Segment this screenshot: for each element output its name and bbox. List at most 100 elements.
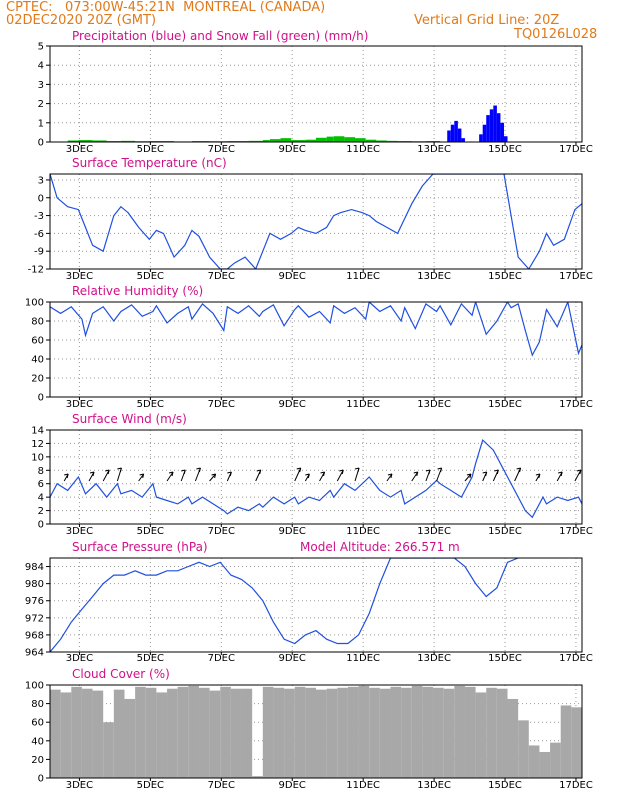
x-tick-label: 17DEC: [559, 526, 593, 537]
bar: [113, 689, 125, 778]
x-tick-label: 9DEC: [279, 271, 306, 282]
bar: [333, 136, 345, 142]
panel-data-5: [50, 685, 582, 778]
panel-frame: [49, 45, 583, 143]
bar: [92, 690, 104, 778]
x-tick-label: 11DEC: [346, 399, 380, 410]
bar: [550, 742, 561, 778]
bar: [493, 105, 497, 142]
header-coords: 073:00W-45:21N: [64, 0, 175, 15]
y-tick-label: 968: [25, 630, 44, 641]
wind-arrow: [116, 467, 122, 482]
bar: [305, 139, 316, 142]
x-tick-label: 15DEC: [488, 780, 522, 791]
bar: [273, 687, 285, 778]
y-tick-label: 20: [31, 374, 44, 385]
x-tick-label: 3DEC: [66, 780, 93, 791]
x-tick-label: 7DEC: [208, 780, 235, 791]
bar: [156, 692, 168, 778]
bar: [518, 720, 529, 778]
panel-frame: [49, 557, 583, 653]
x-tick-label: 9DEC: [279, 653, 306, 664]
y-tick-label: 980: [25, 579, 44, 590]
wind-arrow: [464, 473, 472, 482]
bar: [496, 688, 508, 778]
bar: [71, 686, 82, 778]
wind-arrow: [514, 467, 522, 482]
y-tick-label: 5: [38, 42, 44, 53]
series-line-0: [50, 302, 582, 357]
bar: [291, 140, 306, 142]
x-tick-label: 5DEC: [137, 780, 164, 791]
y-tick-label: 2: [38, 506, 44, 517]
bar: [316, 689, 327, 778]
bar: [479, 134, 483, 142]
x-tick-label: 9DEC: [279, 399, 306, 410]
bar: [188, 685, 199, 778]
panel-frame: [49, 173, 583, 270]
y-tick-label: 0: [38, 774, 44, 785]
bar: [365, 139, 377, 142]
bar: [376, 140, 387, 142]
x-tick-label: 15DEC: [488, 399, 522, 410]
x-tick-label: 17DEC: [559, 399, 593, 410]
bar: [369, 687, 380, 778]
y-tick-label: 40: [31, 355, 44, 366]
series-line-0: [50, 438, 582, 519]
bar: [241, 688, 253, 778]
x-tick-label: 13DEC: [417, 780, 451, 791]
wind-arrow: [304, 473, 310, 482]
y-tick-label: 20: [31, 755, 44, 766]
bar: [209, 690, 221, 778]
panel-0: 0 1 2 3 4 5 3DEC 5DEC 7DEC 9DEC 11DEC 13DEC 15DEC 17D…: [38, 42, 593, 156]
y-tick-label: 3: [38, 175, 44, 186]
bar: [337, 687, 348, 778]
bar: [220, 686, 231, 778]
panel-5: 0 20 40 60 80 100 3DEC 5DEC 7DEC 9DEC 11DEC 13DEC 15…: [25, 681, 593, 792]
x-tick-label: 3DEC: [66, 526, 93, 537]
bar: [411, 685, 423, 778]
wind-arrow: [411, 471, 419, 482]
x-tick-label: 3DEC: [66, 653, 93, 664]
bar: [248, 140, 263, 142]
bar: [145, 687, 157, 778]
panel-data-3: [50, 438, 582, 519]
y-tick-label: 4: [38, 493, 44, 504]
bar: [284, 688, 295, 778]
wind-arrow: [102, 469, 110, 482]
bar: [386, 140, 398, 142]
panel-3: 0 2 4 6 8 10 12 14 3DEC 5DEC 7DEC 9DEC 11DEC 13DEC 15D…: [31, 426, 593, 538]
panel-title-temperature: Surface Temperature (nC): [72, 156, 227, 170]
bar: [486, 687, 497, 778]
x-tick-label: 15DEC: [488, 526, 522, 537]
y-tick-label: -3: [34, 211, 44, 222]
y-tick-label: 100: [25, 298, 44, 309]
bar: [539, 751, 551, 778]
y-tick-label: 40: [31, 736, 44, 747]
x-tick-label: 7DEC: [208, 653, 235, 664]
panel-title-pressure: Surface Pressure (hPa): [72, 540, 208, 554]
bar: [433, 687, 444, 778]
series-line-0: [50, 174, 582, 269]
bar: [78, 140, 93, 142]
panel-title-cloud: Cloud Cover (%): [72, 667, 170, 681]
x-tick-label: 17DEC: [559, 780, 593, 791]
x-tick-label: 3DEC: [66, 144, 93, 155]
series-line-0: [50, 558, 519, 652]
wind-arrow: [194, 467, 201, 482]
panel-4: 964 968 972 976 980 984 3DEC 5DEC 7DEC 9DEC 11DEC 1…: [25, 557, 593, 664]
x-tick-label: 15DEC: [488, 653, 522, 664]
wind-arrow: [255, 469, 262, 482]
x-tick-label: 13DEC: [417, 144, 451, 155]
bar: [475, 692, 487, 778]
y-tick-label: 0: [38, 193, 44, 204]
bar: [67, 140, 79, 142]
header-code: TQ0126L028: [514, 27, 598, 42]
y-tick-label: 976: [25, 596, 44, 607]
wind-arrow: [482, 471, 488, 482]
bar: [500, 122, 504, 142]
wind-arrow: [294, 467, 302, 482]
bar: [252, 776, 263, 778]
panel-data-0: [67, 105, 508, 142]
y-tick-label: 10: [31, 452, 44, 463]
